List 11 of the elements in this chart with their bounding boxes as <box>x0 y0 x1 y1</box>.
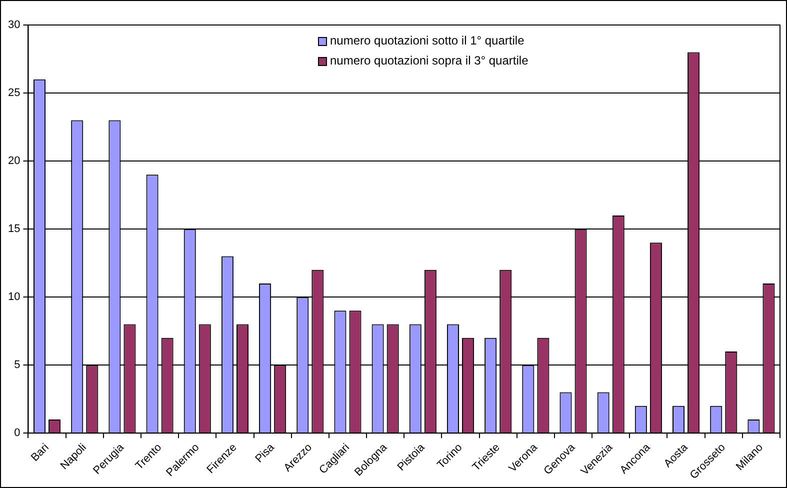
x-tick-label: Pisa <box>253 440 278 466</box>
y-tick-label: 30 <box>8 19 20 32</box>
y-tick-label: 20 <box>8 155 20 168</box>
legend-label: numero quotazioni sopra il 3° quartile <box>330 53 529 68</box>
y-tick-label: 25 <box>8 87 20 100</box>
legend-label: numero quotazioni sotto il 1° quartile <box>330 33 525 48</box>
y-tick-label: 10 <box>8 291 20 304</box>
y-tick-label: 5 <box>14 359 20 372</box>
y-tick-label: 0 <box>14 427 20 440</box>
y-tick-label: 15 <box>8 223 20 236</box>
x-tick-label: Bari <box>28 442 52 464</box>
